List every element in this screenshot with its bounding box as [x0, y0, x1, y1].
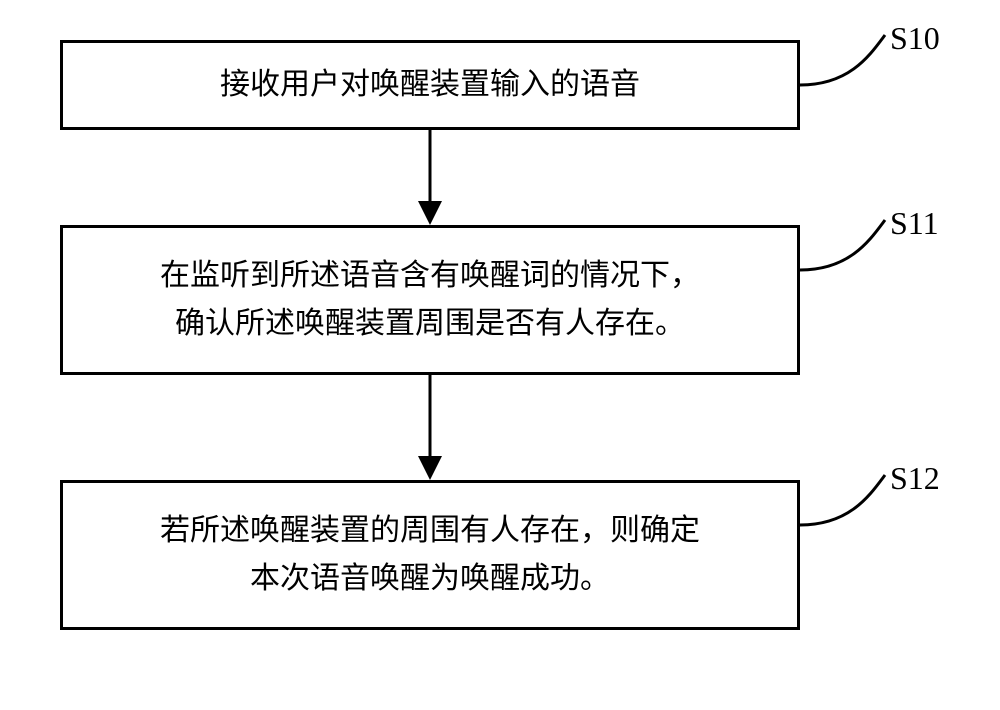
- connector-path-s12: [800, 475, 885, 525]
- step-label-s12: S12: [890, 460, 940, 497]
- connector-s12: [0, 0, 1000, 710]
- flowchart-canvas: 接收用户对唤醒装置输入的语音 S10 在监听到所述语音含有唤醒词的情况下， 确认…: [0, 0, 1000, 710]
